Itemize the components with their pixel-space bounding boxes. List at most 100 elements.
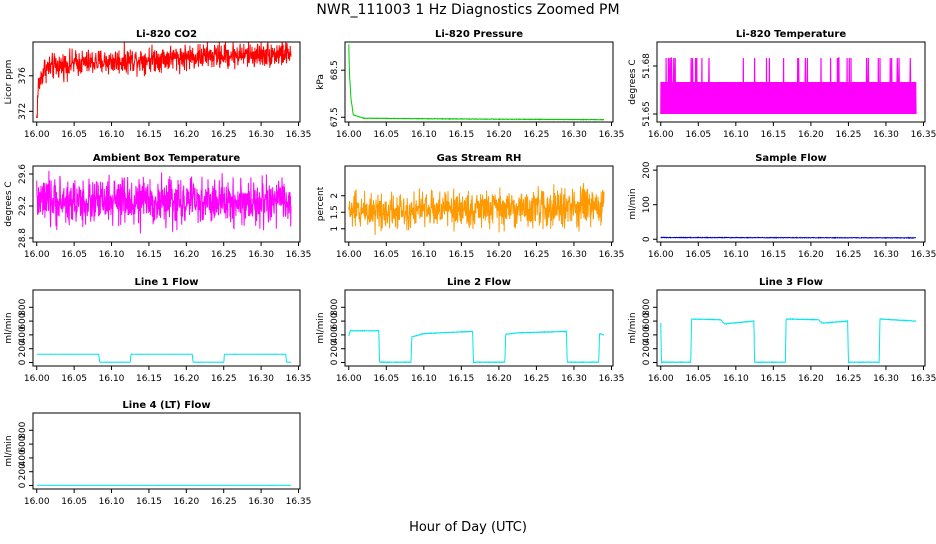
x-tick-label: 16.25	[524, 374, 550, 384]
x-tick-label: 16.25	[836, 130, 862, 140]
y-tick-label: 51.65	[642, 101, 652, 127]
panel-title: Line 3 Flow	[759, 277, 823, 288]
panel-title: Li-820 Temperature	[736, 29, 846, 40]
series-line-co2	[37, 40, 291, 118]
x-tick-label: 16.30	[561, 250, 587, 260]
x-tick-label: 16.25	[524, 250, 550, 260]
x-tick-label: 16.30	[248, 497, 274, 507]
x-tick-label: 16.10	[723, 374, 749, 384]
series-line-rh	[349, 183, 604, 235]
x-tick-label: 16.35	[599, 130, 625, 140]
x-tick-label: 16.30	[561, 130, 587, 140]
x-tick-label: 16.25	[836, 250, 862, 260]
x-tick-label: 16.00	[648, 130, 674, 140]
x-tick-label: 16.05	[61, 250, 87, 260]
series-line-line-2	[349, 331, 604, 363]
y-tick-label: 800	[18, 298, 28, 315]
y-axis-label: degrees C	[628, 59, 638, 104]
y-tick-label: 29.6	[18, 164, 28, 184]
panel-title: Gas Stream RH	[437, 153, 522, 164]
x-tick-label: 16.10	[411, 130, 437, 140]
x-tick-label: 16.35	[286, 130, 312, 140]
x-tick-label: 16.15	[448, 250, 474, 260]
x-tick-label: 16.25	[211, 374, 237, 384]
x-tick-label: 16.30	[248, 374, 274, 384]
x-tick-label: 16.10	[411, 374, 437, 384]
x-tick-label: 16.30	[873, 130, 899, 140]
series-line-sample	[661, 237, 916, 238]
x-tick-label: 16.20	[486, 250, 512, 260]
x-tick-label: 16.25	[211, 130, 237, 140]
x-tick-label: 16.00	[336, 250, 362, 260]
x-tick-label: 16.20	[173, 130, 199, 140]
y-tick-label: 2	[330, 193, 340, 199]
y-axis-label: ml/min	[628, 188, 638, 219]
y-tick-label: 372	[18, 103, 28, 120]
x-tick-label: 16.25	[524, 130, 550, 140]
y-tick-label: 800	[642, 298, 652, 315]
series-line-ambient	[37, 171, 291, 234]
plot-frame	[345, 290, 613, 366]
x-tick-label: 16.30	[248, 130, 274, 140]
panel-title: Line 2 Flow	[447, 277, 511, 288]
x-tick-label: 16.30	[873, 374, 899, 384]
x-tick-label: 16.15	[136, 374, 162, 384]
x-tick-label: 16.15	[760, 130, 786, 140]
x-tick-label: 16.10	[411, 250, 437, 260]
y-tick-label: 0	[642, 236, 652, 242]
x-tick-label: 16.15	[760, 374, 786, 384]
x-tick-label: 16.30	[873, 250, 899, 260]
x-tick-label: 16.05	[685, 374, 711, 384]
series-line-temperature	[661, 58, 916, 114]
x-tick-label: 16.05	[61, 497, 87, 507]
x-tick-label: 16.20	[173, 374, 199, 384]
y-tick-label: 0	[18, 482, 28, 488]
x-tick-label: 16.00	[648, 374, 674, 384]
x-tick-label: 16.20	[798, 250, 824, 260]
x-tick-label: 16.25	[836, 374, 862, 384]
plot-frame	[345, 42, 613, 122]
x-tick-label: 16.35	[286, 374, 312, 384]
plot-frame	[657, 290, 925, 366]
y-tick-label: 28.8	[18, 228, 28, 248]
panel-title: Li-820 CO2	[136, 29, 197, 40]
x-tick-label: 16.35	[911, 250, 936, 260]
x-tick-label: 16.10	[99, 374, 125, 384]
y-axis-label: Licor ppm	[4, 60, 14, 105]
x-tick-label: 16.20	[173, 250, 199, 260]
y-axis-label: degrees C	[4, 181, 14, 226]
y-axis-label: percent	[316, 186, 326, 221]
panel-title: Li-820 Pressure	[435, 29, 523, 40]
x-tick-label: 16.25	[211, 497, 237, 507]
y-tick-label: 1	[330, 226, 340, 232]
panel-title: Line 1 Flow	[135, 277, 199, 288]
x-tick-label: 16.15	[136, 497, 162, 507]
y-tick-label: 29.2	[18, 196, 28, 216]
y-tick-label: 376	[18, 67, 28, 84]
y-axis-label: ml/min	[4, 312, 14, 343]
x-tick-label: 16.20	[486, 130, 512, 140]
y-axis-label: ml/min	[316, 312, 326, 343]
panel-10: Line 4 (LT) Flowml/min020040060080016.00…	[4, 400, 311, 507]
x-tick-label: 16.05	[373, 250, 399, 260]
x-tick-label: 16.15	[760, 250, 786, 260]
x-tick-label: 16.05	[373, 374, 399, 384]
panel-grid: Li-820 CO2 Licor ppm 372 376 16.00 16.05 16.10…	[4, 29, 936, 507]
y-tick-label: 200	[642, 161, 652, 178]
series-line-line-3	[661, 319, 916, 363]
x-tick-label: 16.00	[24, 374, 50, 384]
x-tick-label: 16.35	[286, 250, 312, 260]
x-tick-label: 16.10	[723, 250, 749, 260]
x-tick-label: 16.05	[61, 130, 87, 140]
x-tick-label: 16.00	[648, 250, 674, 260]
x-tick-label: 16.00	[336, 130, 362, 140]
